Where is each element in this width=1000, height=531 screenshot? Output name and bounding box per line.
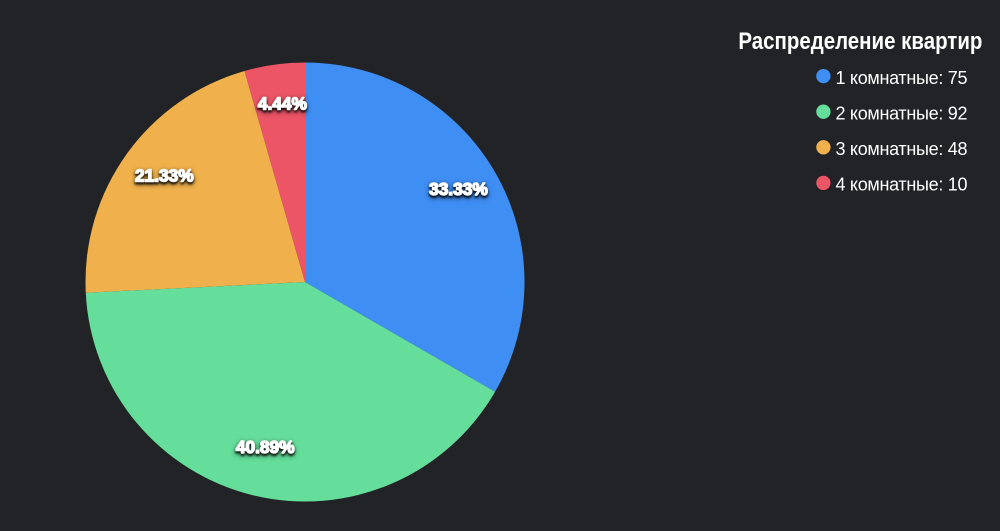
svg-text:40.89%: 40.89% xyxy=(236,437,295,457)
svg-text:1 комнатные: 75: 1 комнатные: 75 xyxy=(836,68,968,88)
svg-text:Распределение квартир: Распределение квартир xyxy=(738,28,982,55)
svg-text:2 комнатные: 92: 2 комнатные: 92 xyxy=(836,104,968,124)
svg-text:33.33%: 33.33% xyxy=(429,179,488,199)
svg-text:4 комнатные: 10: 4 комнатные: 10 xyxy=(836,175,968,195)
svg-text:21.33%: 21.33% xyxy=(135,165,194,185)
svg-text:4.44%: 4.44% xyxy=(258,94,307,114)
svg-text:3 комнатные: 48: 3 комнатные: 48 xyxy=(836,139,968,159)
